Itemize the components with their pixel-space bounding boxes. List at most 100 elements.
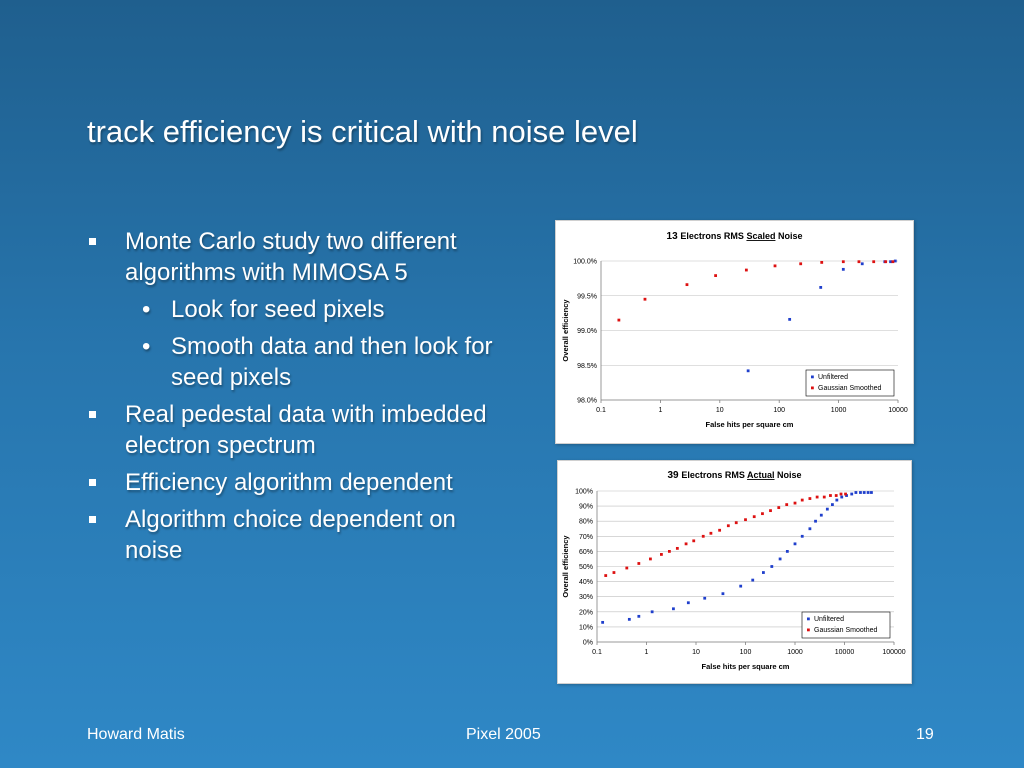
x-tick-label: 0.1: [592, 649, 602, 656]
point-unfiltered: [703, 596, 707, 600]
y-tick-label: 100.0%: [573, 259, 597, 266]
point-unfiltered: [831, 503, 834, 506]
point-unfiltered: [637, 614, 641, 618]
point-unfiltered: [840, 495, 844, 499]
y-tick-label: 98.5%: [577, 363, 597, 370]
point-unfiltered: [778, 557, 782, 561]
point-gaussian: [815, 495, 819, 499]
point-unfiltered: [841, 267, 845, 271]
point-unfiltered: [672, 607, 675, 611]
y-axis-label: Overall efficiency: [561, 299, 570, 362]
point-gaussian: [714, 274, 718, 277]
y-tick-label: 80%: [579, 519, 593, 526]
chart-title-number: 39: [667, 470, 681, 481]
legend-label: Unfiltered: [814, 616, 844, 623]
chart-svg: 13 Electrons RMS Scaled Noise 98.0% 98.5% 9…: [561, 231, 908, 429]
chart-title-post: Noise: [775, 470, 802, 480]
sub-bullet-text: Look for seed pixels: [171, 296, 385, 323]
bullet-item: Real pedestal data with imbedded electro…: [88, 399, 508, 461]
point-unfiltered: [870, 491, 873, 494]
point-unfiltered: [854, 491, 858, 494]
point-unfiltered: [859, 491, 862, 494]
point-gaussian: [637, 562, 641, 565]
bullet-text: Algorithm choice dependent on noise: [125, 506, 456, 564]
point-unfiltered: [814, 519, 817, 523]
x-axis-label: False hits per square cm: [706, 420, 794, 429]
point-gaussian: [808, 497, 812, 500]
point-unfiltered: [889, 260, 892, 264]
chart-title: 39 Electrons RMS Actual Noise: [667, 470, 801, 481]
y-tick-label: 70%: [579, 534, 593, 541]
point-gaussian: [773, 264, 777, 268]
x-tick-label: 100: [740, 649, 752, 656]
point-gaussian: [692, 539, 696, 543]
y-tick-label: 90%: [579, 504, 593, 511]
point-unfiltered: [893, 259, 897, 263]
point-gaussian: [649, 557, 652, 561]
point-gaussian: [857, 260, 861, 264]
square-bullet-icon: [89, 479, 96, 486]
x-tick-label: 10: [692, 649, 700, 656]
dot-bullet-icon: •: [142, 333, 151, 360]
point-gaussian: [841, 260, 845, 264]
chart-title-post: Noise: [775, 231, 802, 241]
point-gaussian: [785, 503, 789, 506]
point-unfiltered: [739, 584, 743, 588]
point-gaussian: [872, 260, 876, 264]
legend-marker: [811, 375, 814, 379]
square-bullet-icon: [89, 516, 96, 523]
point-gaussian: [844, 492, 847, 496]
point-gaussian: [612, 571, 616, 574]
y-tick-label: 0%: [583, 640, 593, 647]
bullet-list: Monte Carlo study two different algorith…: [88, 226, 508, 572]
point-unfiltered: [793, 542, 797, 546]
sub-bullet-item: • Smooth data and then look for seed pix…: [88, 331, 508, 393]
point-gaussian: [675, 546, 679, 550]
chart-title-number: 13: [667, 231, 681, 242]
point-unfiltered: [762, 571, 765, 574]
footer-author: Howard Matis: [87, 726, 185, 743]
point-gaussian: [667, 550, 671, 553]
x-tick-label: 10: [716, 407, 724, 414]
point-gaussian: [617, 318, 621, 322]
point-unfiltered: [808, 527, 812, 531]
chart-actual-noise: 39 Electrons RMS Actual Noise 0% 10% 20% 30%…: [557, 460, 912, 684]
chart-title-emphasis: Actual: [747, 470, 775, 480]
y-tick-label: 99.0%: [577, 328, 597, 335]
point-gaussian: [761, 512, 764, 516]
y-tick-label: 40%: [579, 579, 593, 586]
legend-marker: [807, 628, 810, 632]
point-gaussian: [829, 494, 832, 497]
point-gaussian: [799, 262, 803, 266]
y-tick-label: 50%: [579, 564, 593, 571]
bullet-item: Monte Carlo study two different algorith…: [88, 226, 508, 288]
point-unfiltered: [860, 262, 864, 266]
point-unfiltered: [845, 494, 848, 497]
bullet-item: Algorithm choice dependent on noise: [88, 504, 508, 566]
point-gaussian: [718, 528, 722, 532]
y-tick-label: 30%: [579, 594, 593, 601]
x-tick-label: 1: [658, 407, 662, 414]
sub-bullet-text: Smooth data and then look for seed pixel…: [171, 333, 493, 391]
y-tick-label: 99.5%: [577, 293, 597, 300]
x-tick-label: 1000: [831, 407, 847, 414]
legend-label: Unfiltered: [818, 374, 848, 381]
square-bullet-icon: [89, 238, 96, 245]
x-axis-label: False hits per square cm: [702, 662, 790, 671]
point-unfiltered: [785, 550, 789, 553]
point-gaussian: [793, 501, 797, 505]
point-unfiltered: [627, 617, 631, 621]
legend-label: Gaussian Smoothed: [814, 627, 878, 634]
point-gaussian: [625, 566, 629, 570]
point-unfiltered: [800, 534, 804, 538]
footer-conference: Pixel 2005: [466, 726, 541, 743]
x-tick-label: 100000: [882, 649, 905, 656]
point-gaussian: [734, 521, 738, 525]
point-gaussian: [684, 542, 688, 546]
point-unfiltered: [721, 592, 725, 596]
chart-scaled-noise: 13 Electrons RMS Scaled Noise 98.0% 98.5% 9…: [555, 220, 914, 444]
point-gaussian: [752, 515, 756, 519]
point-unfiltered: [835, 498, 839, 502]
point-gaussian: [834, 494, 838, 497]
square-bullet-icon: [89, 411, 96, 418]
